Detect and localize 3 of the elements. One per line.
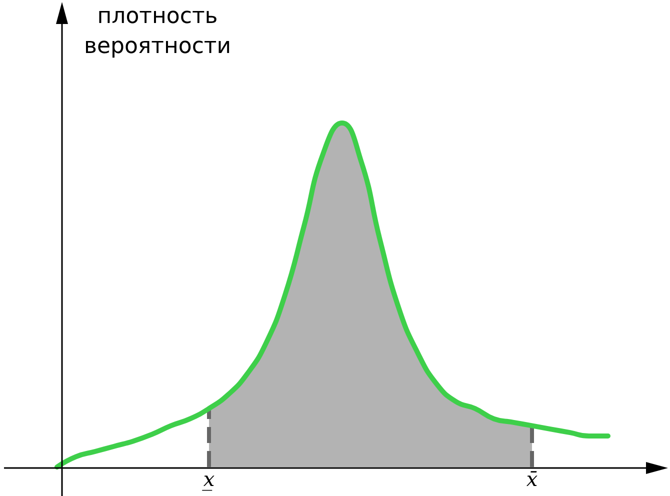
x-tick-label: x̄ <box>526 467 538 491</box>
x-tick-label: x̲ <box>202 467 215 491</box>
y-axis-title: плотность вероятности <box>84 3 232 61</box>
